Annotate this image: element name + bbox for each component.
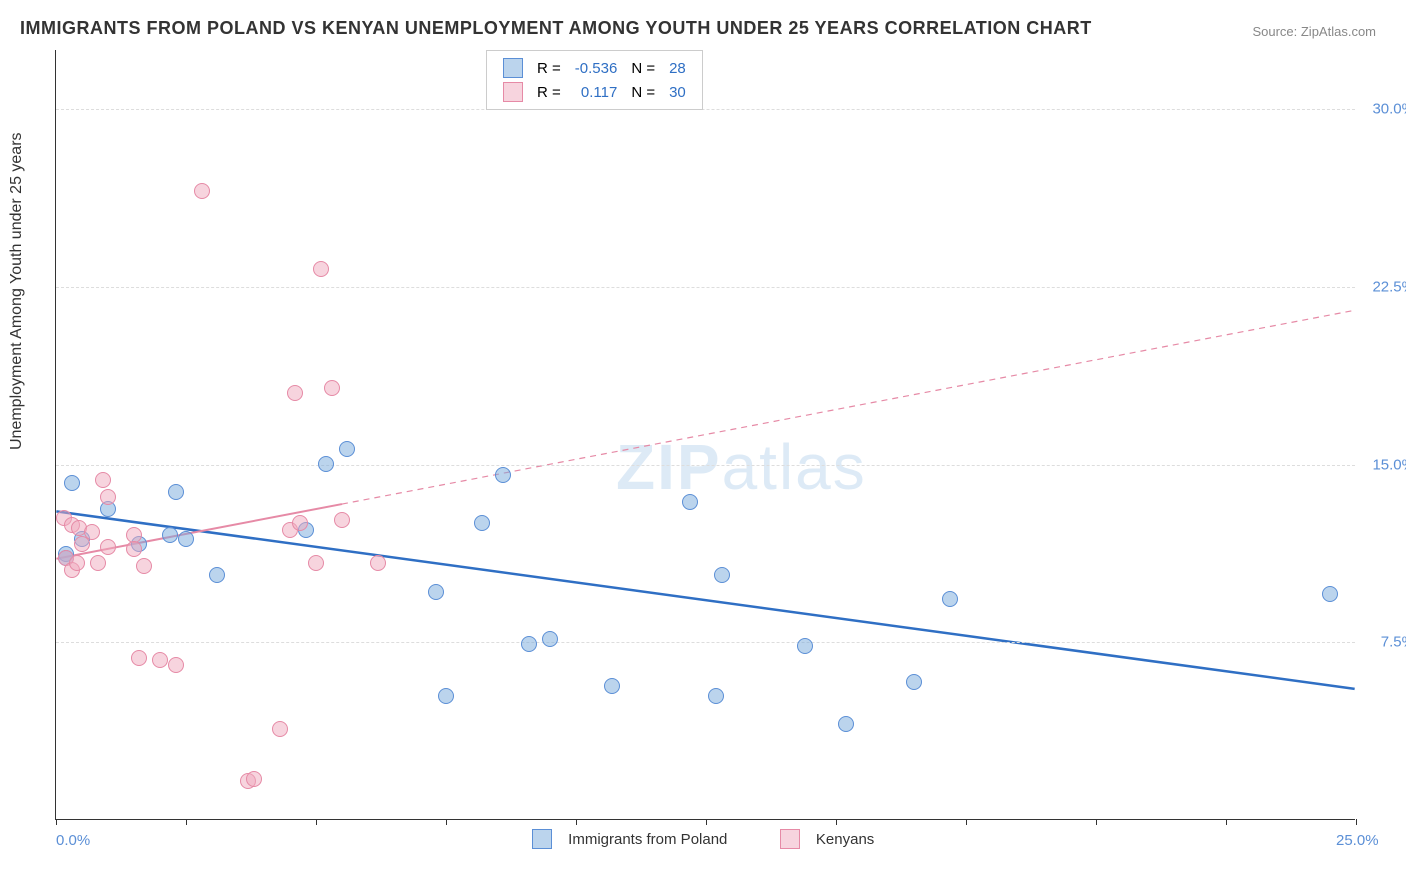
data-point (272, 721, 288, 737)
data-point (324, 380, 340, 396)
data-point (126, 541, 142, 557)
grid-line (56, 642, 1355, 643)
trend-lines (56, 50, 1355, 819)
data-point (64, 475, 80, 491)
data-point (246, 771, 262, 787)
legend-bottom: Immigrants from Poland Kenyans (526, 829, 880, 849)
data-point (906, 674, 922, 690)
data-point (313, 261, 329, 277)
data-point (838, 716, 854, 732)
data-point (194, 183, 210, 199)
x-tick-label: 25.0% (1336, 832, 1379, 849)
data-point (100, 539, 116, 555)
data-point (308, 555, 324, 571)
data-point (428, 584, 444, 600)
data-point (168, 657, 184, 673)
data-point (682, 494, 698, 510)
y-tick-label: 30.0% (1372, 101, 1406, 118)
x-tick-mark (1356, 819, 1357, 825)
plot-area: ZIPatlas R = -0.536 N = 28 R = 0.117 N =… (55, 50, 1355, 820)
x-tick-mark (446, 819, 447, 825)
data-point (69, 555, 85, 571)
data-point (287, 385, 303, 401)
x-tick-mark (1096, 819, 1097, 825)
grid-line (56, 465, 1355, 466)
legend-row-blue: R = -0.536 N = 28 (497, 57, 692, 79)
data-point (95, 472, 111, 488)
data-point (495, 467, 511, 483)
data-point (714, 567, 730, 583)
data-point (318, 456, 334, 472)
data-point (178, 531, 194, 547)
data-point (370, 555, 386, 571)
source-label: Source: ZipAtlas.com (1252, 24, 1376, 39)
grid-line (56, 287, 1355, 288)
y-tick-label: 7.5% (1381, 634, 1406, 651)
legend-row-pink: R = 0.117 N = 30 (497, 81, 692, 103)
x-tick-mark (56, 819, 57, 825)
x-tick-mark (966, 819, 967, 825)
data-point (168, 484, 184, 500)
chart-title: IMMIGRANTS FROM POLAND VS KENYAN UNEMPLO… (20, 18, 1092, 39)
data-point (334, 512, 350, 528)
y-tick-label: 15.0% (1372, 456, 1406, 473)
x-tick-mark (706, 819, 707, 825)
data-point (1322, 586, 1338, 602)
data-point (438, 688, 454, 704)
data-point (292, 515, 308, 531)
data-point (131, 650, 147, 666)
grid-line (56, 109, 1355, 110)
data-point (209, 567, 225, 583)
data-point (797, 638, 813, 654)
data-point (152, 652, 168, 668)
data-point (90, 555, 106, 571)
y-axis-label: Unemployment Among Youth under 25 years (8, 132, 26, 450)
legend-stats: R = -0.536 N = 28 R = 0.117 N = 30 (486, 50, 703, 110)
data-point (942, 591, 958, 607)
x-tick-mark (316, 819, 317, 825)
x-tick-mark (576, 819, 577, 825)
swatch-pink-icon (780, 829, 800, 849)
data-point (604, 678, 620, 694)
swatch-pink-icon (503, 82, 523, 102)
swatch-blue-icon (503, 58, 523, 78)
x-tick-mark (186, 819, 187, 825)
swatch-blue-icon (532, 829, 552, 849)
data-point (474, 515, 490, 531)
data-point (84, 524, 100, 540)
x-tick-mark (1226, 819, 1227, 825)
x-tick-mark (836, 819, 837, 825)
x-tick-label: 0.0% (56, 832, 90, 849)
data-point (162, 527, 178, 543)
data-point (521, 636, 537, 652)
data-point (136, 558, 152, 574)
data-point (708, 688, 724, 704)
watermark: ZIPatlas (616, 430, 867, 504)
y-tick-label: 22.5% (1372, 278, 1406, 295)
data-point (339, 441, 355, 457)
data-point (542, 631, 558, 647)
data-point (100, 489, 116, 505)
